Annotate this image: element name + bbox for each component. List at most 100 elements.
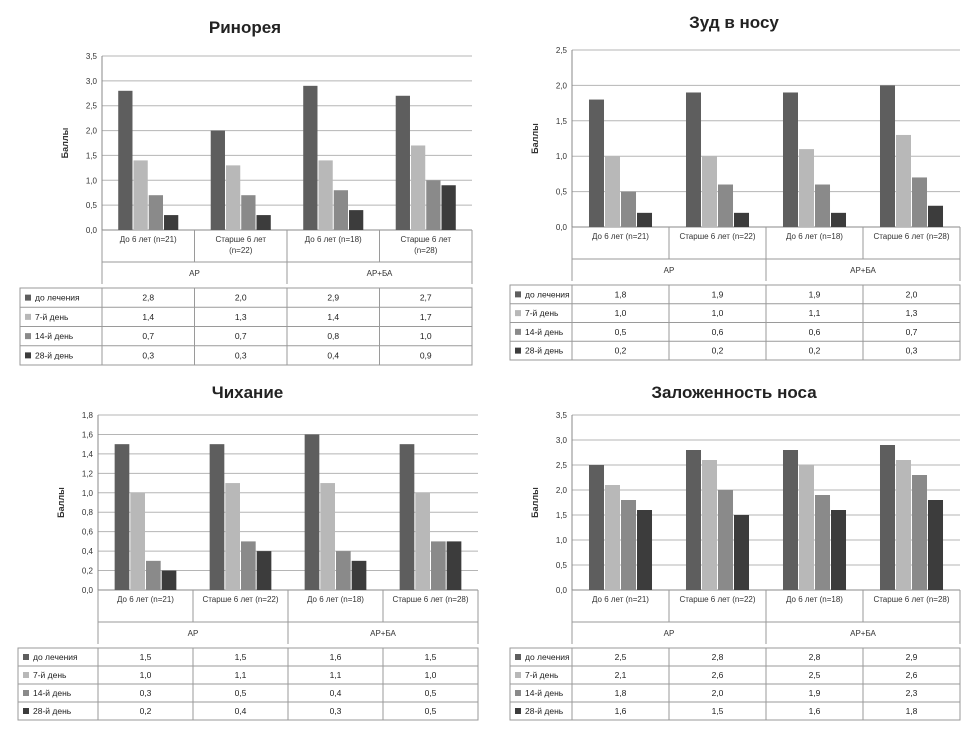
- y-tick-label: 0,4: [82, 547, 94, 556]
- legend-swatch: [515, 291, 521, 298]
- bar: [333, 190, 349, 230]
- bar: [303, 85, 318, 230]
- bar: [895, 134, 911, 227]
- legend-label: до лечения: [33, 652, 78, 662]
- y-axis-label: Баллы: [56, 487, 66, 518]
- bar: [446, 541, 462, 590]
- table-value: 2,3: [906, 688, 918, 698]
- category-label: До 6 лет (n=18): [305, 235, 362, 244]
- chart-title: Чихание: [211, 383, 284, 402]
- bar: [318, 160, 333, 230]
- table-value: 2,5: [809, 670, 821, 680]
- table-value: 2,0: [235, 293, 247, 303]
- y-tick-label: 3,0: [556, 436, 568, 445]
- bar: [225, 483, 240, 590]
- table-value: 1,9: [809, 289, 821, 299]
- table-value: 2,7: [420, 293, 432, 303]
- bar: [798, 149, 814, 227]
- bar: [928, 205, 944, 227]
- table-value: 1,8: [615, 688, 627, 698]
- legend-label: 14-й день: [33, 688, 72, 698]
- bar: [685, 450, 701, 590]
- chart-panel-nasal-congestion: Заложенность носа 0,0 0,5 1,0 1,5 2,0 2,5 3,0 3…: [500, 375, 968, 725]
- table-value: 0,5: [425, 706, 437, 716]
- bar: [161, 570, 177, 590]
- table-value: 1,9: [712, 289, 724, 299]
- category-label: До 6 лет (n=21): [117, 595, 174, 604]
- bar: [782, 92, 798, 227]
- legend-label: 14-й день: [525, 688, 564, 698]
- category-label: Старше 6 лет (n=22): [202, 595, 278, 604]
- y-tick-label: 1,0: [556, 152, 568, 161]
- bar: [637, 212, 653, 227]
- legend-swatch: [23, 708, 29, 714]
- bar: [399, 444, 415, 590]
- group-label: АР: [189, 269, 200, 278]
- legend-swatch: [515, 328, 521, 335]
- bar: [349, 210, 364, 230]
- bar: [148, 195, 164, 230]
- table-value: 0,3: [140, 688, 152, 698]
- table-value: 0,3: [235, 350, 247, 360]
- y-tick-label: 0,0: [556, 586, 568, 595]
- table-value: 1,1: [235, 670, 247, 680]
- table-value: 2,8: [809, 652, 821, 662]
- group-label: АР: [664, 266, 675, 275]
- bar: [718, 184, 734, 227]
- bar-chart-rhinorrhea: 0,0 0,5 1,0 1,5 2,0 2,5 3,0 3,5 Баллы До 6 лет (n…: [19, 52, 473, 366]
- group-label: АР+БА: [367, 269, 393, 278]
- table-value: 2,0: [712, 688, 724, 698]
- bar-chart-nasal-congestion: 0,0 0,5 1,0 1,5 2,0 2,5 3,0 3,5 Баллы До 6 лет (n…: [509, 411, 961, 721]
- bar: [879, 85, 895, 228]
- y-tick-label: 1,0: [82, 489, 94, 498]
- table-value: 1,1: [330, 670, 342, 680]
- table-value: 0,4: [327, 350, 339, 360]
- chart-panel-sneezing: Чихание 0,0 0,2 0,4 0,6 0,8 1,0 1,2 1,4 1,6 1,8 Ба…: [10, 375, 485, 725]
- y-tick-label: 0,0: [82, 586, 94, 595]
- legend-swatch: [25, 352, 31, 359]
- bar: [685, 92, 701, 227]
- y-tick-label: 2,0: [556, 81, 568, 90]
- y-tick-label: 0,0: [556, 223, 568, 232]
- table-value: 0,7: [906, 327, 918, 337]
- y-tick-label: 0,0: [86, 226, 98, 235]
- y-tick-label: 3,5: [556, 411, 568, 420]
- bar: [210, 130, 225, 230]
- bar: [734, 212, 750, 227]
- bar: [256, 215, 271, 230]
- y-tick-label: 1,5: [556, 511, 568, 520]
- legend-label: 28-й день: [525, 706, 564, 716]
- legend-swatch: [515, 690, 521, 696]
- y-tick-label: 1,0: [556, 536, 568, 545]
- legend-label: 28-й день: [525, 346, 564, 356]
- table-value: 0,2: [140, 706, 152, 716]
- bar: [701, 460, 717, 590]
- table-value: 1,5: [140, 652, 152, 662]
- table-value: 1,6: [809, 706, 821, 716]
- y-tick-label: 3,0: [86, 77, 98, 86]
- bar-chart-nasal-itch: 0,0 0,5 1,0 1,5 2,0 2,5 Баллы До 6 лет (n=21) Ст…: [509, 46, 961, 361]
- category-label: До 6 лет (n=18): [786, 595, 843, 604]
- y-tick-label: 0,5: [86, 201, 98, 210]
- legend-label: 7-й день: [525, 308, 559, 318]
- table-value: 0,3: [330, 706, 342, 716]
- table-value: 1,0: [140, 670, 152, 680]
- table-value: 2,6: [906, 670, 918, 680]
- y-axis-label: Баллы: [60, 127, 70, 158]
- y-tick-label: 2,5: [556, 461, 568, 470]
- bar: [164, 215, 179, 230]
- bar: [441, 185, 456, 230]
- table-value: 2,9: [906, 652, 918, 662]
- table-value: 2,5: [615, 652, 627, 662]
- bar: [410, 145, 426, 230]
- bar: [146, 560, 161, 590]
- bar: [637, 510, 653, 590]
- category-label: До 6 лет (n=21): [120, 235, 177, 244]
- legend-label: 7-й день: [35, 312, 69, 322]
- bar: [831, 212, 847, 227]
- table-value: 1,3: [906, 308, 918, 318]
- table-value: 1,8: [615, 289, 627, 299]
- y-tick-label: 1,4: [82, 450, 94, 459]
- bar: [895, 460, 911, 590]
- category-label: Старше 6 лет (n=22): [215, 235, 266, 255]
